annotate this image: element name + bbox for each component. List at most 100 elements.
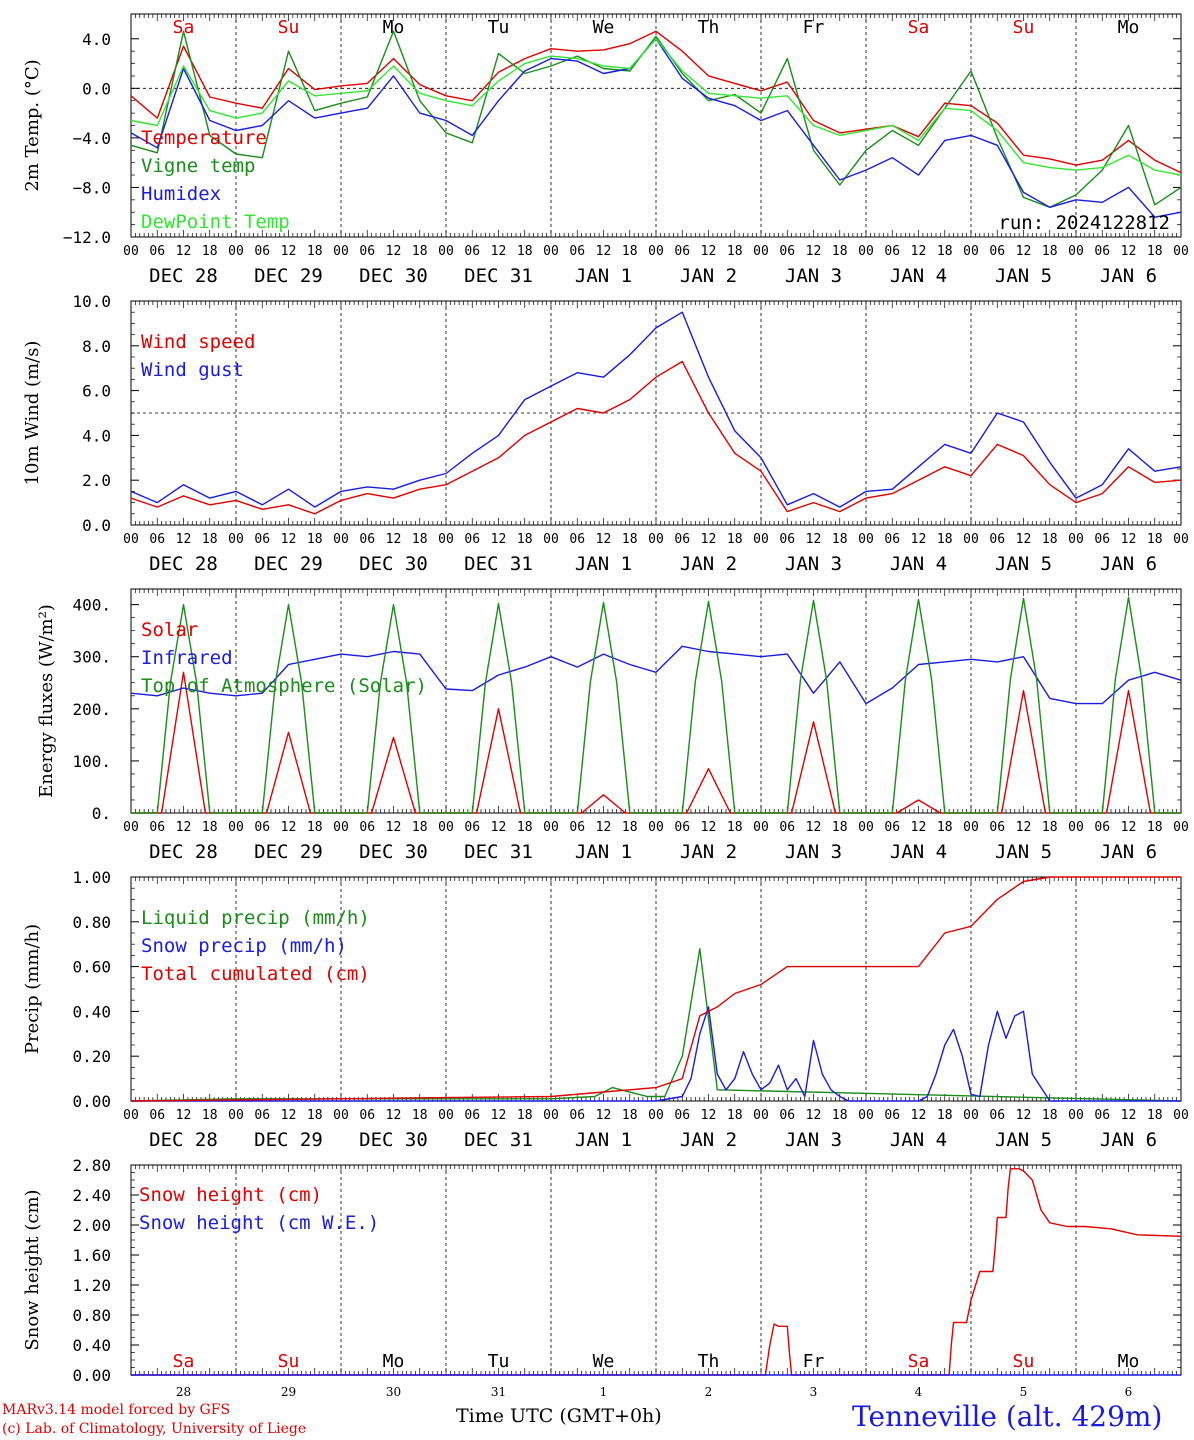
hour-label: 00 [1068, 820, 1084, 835]
hour-label: 12 [386, 244, 402, 259]
hour-label: 12 [701, 244, 717, 259]
hour-label: 12 [176, 1108, 192, 1123]
date-label: DEC 29 [254, 265, 323, 287]
panel-wind: 0.0 2.0 4.0 6.0 8.0 10.0 10m Wind (m/s) 00 06 12 1… [22, 292, 1189, 575]
hour-label: 00 [1068, 1108, 1084, 1123]
y-tick-label: 0. [92, 804, 111, 823]
hour-label: 06 [149, 820, 165, 835]
weekday-label: Tu [488, 1351, 510, 1372]
hour-label: 18 [622, 1108, 638, 1123]
model-credit: MARv3.14 model forced by GFS [2, 1402, 231, 1418]
y-tick-label: 0.80 [72, 913, 111, 932]
date-label: DEC 30 [359, 553, 428, 575]
hour-label: 18 [412, 532, 428, 547]
hour-label: 12 [1016, 820, 1032, 835]
legend-entry: Snow height (cm) [139, 1184, 322, 1206]
hour-label: 00 [123, 532, 139, 547]
hour-label: 12 [176, 532, 192, 547]
hour-label: 00 [963, 244, 979, 259]
date-label: JAN 3 [785, 265, 842, 287]
hour-label: 06 [254, 1108, 270, 1123]
hour-label: 00 [1173, 532, 1189, 547]
hour-label: 18 [727, 532, 743, 547]
weekday-label: Mo [383, 1351, 405, 1372]
hour-label: 06 [884, 244, 900, 259]
day-number-label: 30 [386, 1385, 401, 1399]
date-label: JAN 2 [680, 553, 737, 575]
hour-label: 00 [1068, 532, 1084, 547]
y-tick-label: 300. [72, 648, 111, 667]
day-number-label: 1 [600, 1385, 608, 1399]
y-tick-label: 8.0 [82, 337, 111, 356]
hour-label: 00 [333, 532, 349, 547]
weekday-label: Su [278, 17, 300, 38]
hour-label: 00 [963, 532, 979, 547]
date-label: DEC 29 [254, 553, 323, 575]
y-tick-label: 1.60 [72, 1246, 111, 1265]
hour-label: 00 [123, 1108, 139, 1123]
day-number-label: 28 [176, 1385, 191, 1399]
hour-label: 06 [464, 820, 480, 835]
hour-label: 12 [386, 820, 402, 835]
hour-label: 06 [464, 532, 480, 547]
y-tick-label: −12.0 [63, 228, 111, 247]
hour-label: 12 [386, 1108, 402, 1123]
hour-label: 00 [753, 244, 769, 259]
panel-energy: 0. 100. 200. 300. 400. Energy fluxes (W/m²) 00… [36, 588, 1189, 863]
legend-entry: Temperature [141, 127, 267, 149]
series-group [130, 311, 1182, 515]
hour-label: 12 [1121, 820, 1137, 835]
y-tick-label: 0.60 [72, 958, 111, 977]
hour-label: 12 [806, 532, 822, 547]
hour-label: 00 [1173, 244, 1189, 259]
hour-label: 06 [1094, 820, 1110, 835]
hour-label: 12 [596, 820, 612, 835]
series-line [130, 311, 1182, 508]
date-label: DEC 29 [254, 841, 323, 863]
lab-credit: (c) Lab. of Climatology, University of L… [2, 1421, 307, 1437]
y-axis-label: Precip (mm/h) [22, 924, 43, 1054]
hour-label: 18 [1042, 820, 1058, 835]
y-tick-label: 0.0 [82, 79, 111, 98]
y-axis-label: 10m Wind (m/s) [22, 341, 43, 486]
date-label: DEC 31 [464, 1129, 533, 1151]
hour-label: 06 [254, 820, 270, 835]
y-tick-label: 6.0 [82, 382, 111, 401]
date-label: JAN 5 [995, 1129, 1052, 1151]
y-axis-label: Energy fluxes (W/m²) [36, 604, 57, 798]
hour-label: 00 [333, 820, 349, 835]
weekday-label: Sa [173, 17, 195, 38]
weekday-label: Th [698, 17, 720, 38]
hour-label: 00 [648, 532, 664, 547]
hour-label: 18 [517, 1108, 533, 1123]
weekday-label: We [593, 17, 615, 38]
legend-entry: Top of Atmosphere (Solar) [141, 675, 427, 697]
hour-label: 00 [543, 820, 559, 835]
series-group [130, 596, 1182, 814]
y-tick-label: 2.0 [82, 471, 111, 490]
hour-label: 18 [1147, 244, 1163, 259]
plot-frame [130, 588, 1182, 814]
plot-frame [130, 13, 1182, 238]
hour-label: 06 [569, 532, 585, 547]
date-label: JAN 2 [680, 1129, 737, 1151]
hour-label: 18 [307, 244, 323, 259]
y-tick-label: 10.0 [72, 292, 111, 311]
hour-label: 12 [491, 532, 507, 547]
hour-label: 06 [464, 244, 480, 259]
date-label: JAN 6 [1100, 841, 1157, 863]
hour-label: 06 [149, 1108, 165, 1123]
date-label: JAN 1 [575, 841, 632, 863]
hour-label: 18 [832, 244, 848, 259]
y-tick-label: 2.00 [72, 1216, 111, 1235]
hour-label: 06 [569, 244, 585, 259]
series-group [131, 1168, 1182, 1376]
hour-label: 18 [307, 1108, 323, 1123]
hour-label: 06 [359, 820, 375, 835]
hour-label: 12 [806, 820, 822, 835]
weekday-label: We [593, 1351, 615, 1372]
hour-label: 06 [569, 1108, 585, 1123]
y-tick-label: 1.00 [72, 868, 111, 887]
date-label: DEC 30 [359, 841, 428, 863]
hour-label: 12 [596, 1108, 612, 1123]
